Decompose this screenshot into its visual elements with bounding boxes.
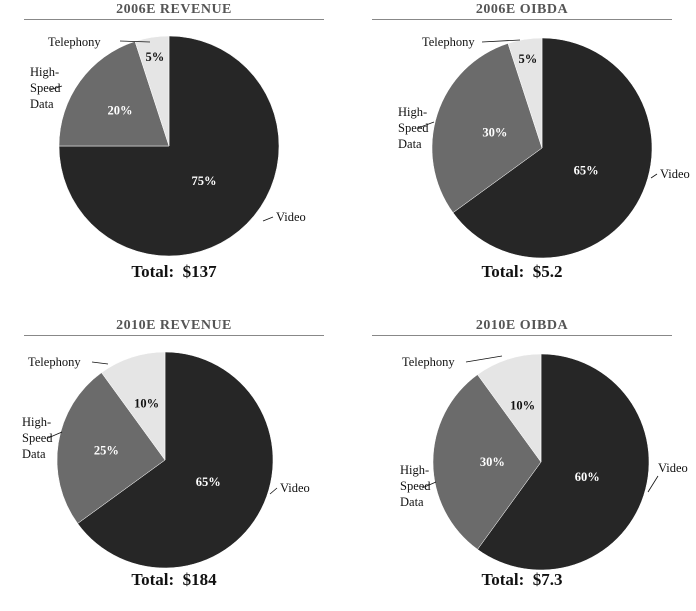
pie-panel-2010e-revenue: 2010E REVENUE 65% Video 25% High-Speed Data 1… — [0, 316, 348, 611]
total-value: $184 — [182, 570, 217, 589]
pie-chart: 75% Video 20% High-Speed Data 5% Telephony — [30, 35, 306, 257]
title-rule — [372, 19, 672, 20]
chart-title: 2010E OIBDA — [475, 318, 569, 333]
pie-panel-2006e-revenue: 2006E REVENUE 75% Video 20% High-Speed Data 5… — [0, 0, 348, 295]
category-label-high-speed-data: High-Speed Data — [22, 415, 53, 461]
category-label-telephony: Telephony — [28, 355, 81, 369]
total-value: $137 — [182, 262, 217, 281]
title-rule — [372, 335, 672, 336]
total-label: Total: $7.3 — [372, 570, 672, 590]
chart-title: 2006E OIBDA — [475, 2, 569, 17]
leader-line-high-speed-data — [47, 431, 63, 439]
category-label-telephony: Telephony — [402, 355, 455, 369]
chart-title: 2010E REVENUE — [116, 318, 232, 333]
pie-slice-video — [452, 37, 653, 259]
leader-line-video — [647, 475, 659, 493]
pie-pct-label-video: 75% — [192, 174, 217, 188]
pie-pct-label-high-speed-data: 20% — [108, 103, 133, 117]
pie-slice-high-speed-data — [432, 374, 542, 550]
total-label-text: Total: — [131, 262, 175, 281]
pie-chart: 60% Video 30% High-Speed Data 10% Telephony — [400, 353, 688, 571]
pie-pct-label-telephony: 10% — [510, 399, 535, 413]
total-value: $7.3 — [532, 570, 563, 589]
total-label-text: Total: — [131, 570, 175, 589]
title-rule — [24, 335, 324, 336]
pie-slice-telephony — [101, 351, 166, 461]
pie-pct-label-telephony: 5% — [519, 52, 538, 66]
leader-line-video — [650, 173, 658, 179]
total-label: Total: $184 — [24, 570, 324, 590]
total-label-text: Total: — [481, 570, 525, 589]
category-label-high-speed-data: High-Speed Data — [398, 105, 429, 151]
category-label-video: Video — [660, 167, 690, 181]
pie-pct-label-telephony: 10% — [134, 397, 159, 411]
category-label-telephony: Telephony — [422, 35, 475, 49]
category-label-video: Video — [658, 461, 688, 475]
leader-line-video — [269, 487, 278, 495]
total-label-text: Total: — [481, 262, 525, 281]
pie-pct-label-high-speed-data: 30% — [480, 455, 505, 469]
leader-line-high-speed-data — [417, 121, 435, 129]
leader-line-telephony — [91, 361, 109, 365]
pie-slice-high-speed-data — [58, 41, 170, 147]
pie-chart: 65% Video 30% High-Speed Data 5% Telephony — [398, 35, 690, 259]
pie-panel-2006e-oibda: 2006E OIBDA 65% Video 30% High-Speed Data 5% T… — [348, 0, 696, 295]
pie-slice-video — [77, 351, 274, 569]
pie-slice-video — [477, 353, 650, 571]
leader-line-telephony — [465, 355, 503, 363]
pie-pct-label-high-speed-data: 25% — [94, 444, 119, 458]
leader-line-telephony — [119, 40, 151, 43]
category-label-video: Video — [280, 481, 310, 495]
pie-slice-high-speed-data — [56, 372, 166, 524]
pie-pct-label-high-speed-data: 30% — [482, 126, 507, 140]
total-label: Total: $137 — [24, 262, 324, 282]
pie-panel-2010e-oibda: 2010E OIBDA 60% Video 30% High-Speed Data 10%… — [348, 316, 696, 611]
pie-chart: 65% Video 25% High-Speed Data 10% Telephony — [22, 351, 310, 569]
category-label-high-speed-data: High-Speed Data — [30, 65, 61, 111]
pie-pct-label-video: 60% — [575, 470, 600, 484]
leader-line-video — [262, 216, 274, 222]
leader-line-high-speed-data — [49, 85, 63, 91]
total-label: Total: $5.2 — [372, 262, 672, 282]
category-label-video: Video — [276, 210, 306, 224]
chart-title: 2006E REVENUE — [116, 2, 232, 17]
leader-line-telephony — [481, 39, 521, 43]
pie-slice-telephony — [477, 353, 542, 463]
pie-slice-high-speed-data — [431, 43, 543, 214]
title-rule — [24, 19, 324, 20]
pie-pct-label-video: 65% — [574, 163, 599, 177]
pie-pct-label-telephony: 5% — [146, 50, 165, 64]
category-label-high-speed-data: High-Speed Data — [400, 463, 431, 509]
category-label-telephony: Telephony — [48, 35, 101, 49]
pie-pct-label-video: 65% — [196, 475, 221, 489]
leader-line-high-speed-data — [421, 481, 437, 489]
total-value: $5.2 — [532, 262, 563, 281]
pie-slice-telephony — [507, 37, 543, 149]
